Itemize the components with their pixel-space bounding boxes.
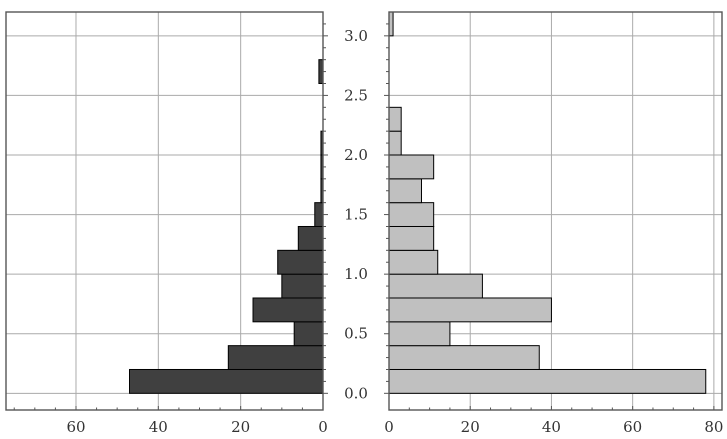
right-bar [388,297,552,323]
left-bars [129,59,324,394]
y-tick-label: 1.5 [344,206,368,224]
left-panel: 0 20 40 60 [5,11,328,436]
right-bar [388,321,451,347]
left-x-tick-label: 40 [149,418,168,436]
right-bars [388,11,707,394]
left-bar [129,368,324,394]
left-bar [314,202,324,227]
right-x-ticks: 0 20 40 60 80 [384,406,723,436]
right-x-tick-label: 0 [384,418,394,436]
left-plot-frame [5,11,324,411]
y-tick-label: 2.0 [344,146,368,164]
right-bar [388,202,435,227]
left-x-tick-label: 20 [231,418,250,436]
left-grid [6,12,323,410]
left-x-tick-label: 60 [66,418,85,436]
right-bar [388,106,402,132]
right-bar [388,345,540,370]
right-x-tick-label: 80 [704,418,723,436]
right-bar [388,178,422,204]
left-bar [297,225,324,251]
right-bar [388,368,707,394]
y-tick-label: 2.5 [344,86,368,104]
left-x-tick-label: 0 [318,418,328,436]
right-bar [388,225,435,251]
right-bar [388,130,402,156]
right-bar [388,273,483,299]
right-x-tick-label: 20 [461,418,480,436]
y-tick-label: 3.0 [344,27,368,45]
left-x-ticks: 0 20 40 60 [13,406,328,436]
right-panel: 0 20 40 60 80 [384,11,723,436]
right-bar [388,249,439,275]
left-bar [227,345,324,370]
right-x-tick-label: 40 [542,418,561,436]
right-x-tick-label: 60 [623,418,642,436]
y-tick-label: 0.5 [344,325,368,343]
right-bar [388,154,435,180]
y-tick-label: 0.0 [344,384,368,402]
left-bar [281,273,324,299]
center-y-axis-labels: 0.0 0.5 1.0 1.5 2.0 2.5 3.0 [323,23,389,402]
left-bar [277,249,324,275]
y-tick-label: 1.0 [344,265,368,283]
right-plot-frame [388,11,723,411]
left-bar [252,297,324,323]
left-bar [293,321,324,347]
